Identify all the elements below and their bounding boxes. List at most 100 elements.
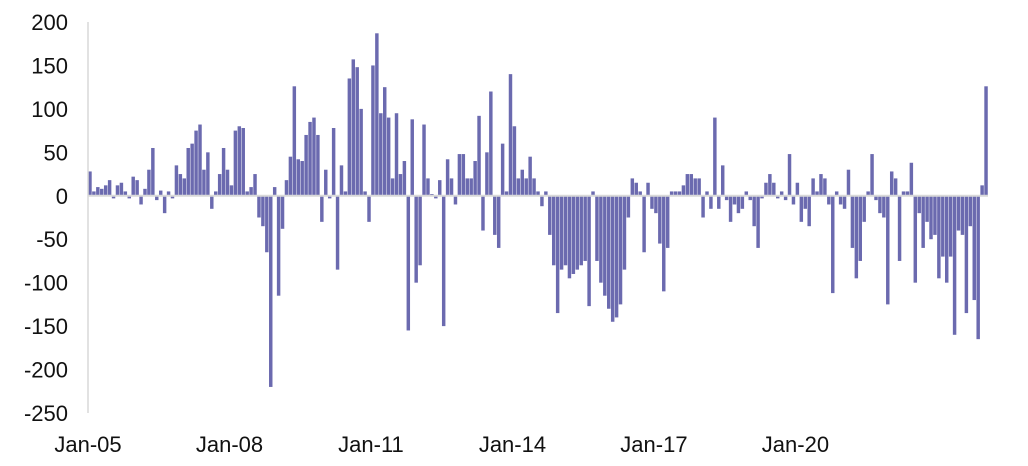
bar xyxy=(709,195,713,209)
bar xyxy=(610,195,615,322)
bar xyxy=(779,191,784,196)
bar xyxy=(198,124,202,196)
bar xyxy=(457,154,462,196)
bar xyxy=(453,195,458,205)
y-tick-label: 200 xyxy=(31,10,68,35)
bar xyxy=(764,182,768,196)
bar xyxy=(316,134,320,196)
bar xyxy=(155,195,159,201)
bar xyxy=(787,154,792,196)
bar xyxy=(540,195,544,207)
x-tick-label: Jan-11 xyxy=(338,432,404,457)
bar xyxy=(394,113,399,196)
bar xyxy=(493,195,497,235)
bar-series xyxy=(88,33,988,387)
bar xyxy=(803,195,807,209)
bar xyxy=(186,147,190,196)
bar xyxy=(190,143,194,196)
bar xyxy=(520,169,525,196)
bar xyxy=(689,174,694,196)
y-tick-label: -250 xyxy=(24,401,68,426)
bar xyxy=(630,178,635,196)
bar xyxy=(972,195,976,301)
bar xyxy=(626,195,631,218)
bar xyxy=(854,195,859,279)
bar xyxy=(952,195,957,335)
bar xyxy=(834,191,839,196)
bar xyxy=(131,176,135,196)
bar xyxy=(575,195,580,270)
bar xyxy=(595,195,599,261)
bar xyxy=(375,33,379,196)
bar xyxy=(481,195,485,231)
bar xyxy=(158,190,163,196)
bar xyxy=(88,171,92,196)
bar xyxy=(292,86,297,196)
bar xyxy=(756,195,760,248)
bar xyxy=(551,195,556,266)
bar xyxy=(677,191,682,196)
bar xyxy=(426,178,430,196)
bar xyxy=(846,169,851,196)
bar xyxy=(929,195,933,240)
bar xyxy=(776,195,780,199)
bar xyxy=(607,195,611,309)
bar xyxy=(143,188,147,196)
bar xyxy=(878,195,882,214)
bar xyxy=(465,178,469,196)
bar xyxy=(343,191,348,196)
bar xyxy=(697,178,701,196)
bar xyxy=(736,195,741,214)
bar xyxy=(434,195,438,199)
bar xyxy=(563,195,568,266)
bar xyxy=(402,161,407,196)
bar xyxy=(312,117,316,196)
bar xyxy=(815,191,819,196)
bar xyxy=(210,195,214,209)
bar xyxy=(838,195,843,205)
bar xyxy=(724,195,729,201)
bar xyxy=(441,195,446,327)
bar xyxy=(622,195,627,270)
bar xyxy=(469,178,473,196)
bar xyxy=(933,195,937,235)
bar xyxy=(583,195,587,261)
bar xyxy=(638,191,642,196)
bar xyxy=(945,195,949,283)
bar xyxy=(720,165,725,196)
bar xyxy=(555,195,560,314)
x-tick-label: Jan-17 xyxy=(620,432,687,457)
bar xyxy=(174,165,179,196)
bar xyxy=(701,195,705,218)
bar xyxy=(579,195,583,266)
bar xyxy=(445,159,450,196)
bar xyxy=(438,180,442,196)
bar xyxy=(237,126,242,196)
y-tick-label: -200 xyxy=(24,358,68,383)
bar xyxy=(831,195,835,294)
bar xyxy=(882,195,886,218)
bar xyxy=(296,159,300,196)
y-tick-label: 150 xyxy=(31,53,68,78)
bar xyxy=(304,134,308,196)
bar xyxy=(842,195,847,209)
bar xyxy=(791,195,796,205)
bar xyxy=(897,195,902,261)
x-tick-label: Jan-05 xyxy=(54,432,121,457)
bar xyxy=(127,195,131,199)
bar xyxy=(524,178,528,196)
bar xyxy=(111,195,116,199)
bar xyxy=(984,86,988,196)
bar xyxy=(308,121,312,196)
bar xyxy=(320,195,324,222)
bar xyxy=(512,126,517,196)
bar xyxy=(496,195,501,248)
bar xyxy=(162,195,167,214)
bar xyxy=(968,195,973,227)
bar xyxy=(347,78,352,196)
bar xyxy=(170,195,175,199)
bar xyxy=(324,169,328,196)
bar xyxy=(870,154,874,196)
bar xyxy=(634,182,638,196)
bar xyxy=(807,195,811,227)
